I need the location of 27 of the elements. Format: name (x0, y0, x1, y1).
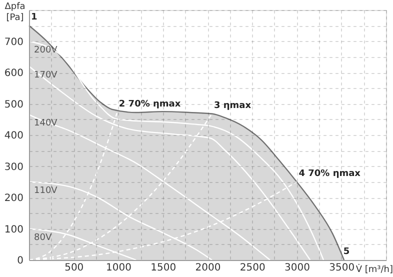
y-tick-label: 500 (4, 99, 24, 110)
y-tick-label: 200 (4, 193, 24, 204)
y-axis-title: Δpfa [Pa] (4, 2, 26, 23)
y-tick-label: 400 (4, 130, 24, 142)
annotation: 4 70% ηmax (298, 168, 361, 179)
x-tick-label: 2500 (240, 262, 266, 274)
annotation: 5 (343, 247, 350, 257)
annotation: 1 (31, 12, 38, 23)
y-tick-label: 700 (4, 36, 24, 48)
y-tick-label: 300 (4, 162, 24, 173)
series-label: 140V (34, 118, 58, 129)
x-tick-label: 500 (64, 262, 84, 274)
y-tick-label: 100 (4, 224, 24, 236)
x-tick-label: 3500 (329, 262, 355, 274)
x-axis-title: V̇ [m³/h] (356, 263, 393, 275)
x-tick-label: 3000 (284, 262, 310, 274)
series-label: 110V (34, 186, 58, 196)
annotation: 2 70% ηmax (118, 100, 181, 110)
y-tick-label: 600 (4, 68, 24, 79)
series-label: 200V (34, 45, 58, 56)
annotation: 3 ηmax (214, 100, 252, 111)
y-tick-label: 0 (17, 256, 24, 266)
x-tick-label: 1500 (150, 262, 176, 274)
x-tick-label: 2000 (195, 262, 221, 274)
series-label: 170V (34, 70, 58, 80)
x-tick-label: 1000 (106, 262, 132, 274)
series-label: 80V (34, 232, 52, 243)
